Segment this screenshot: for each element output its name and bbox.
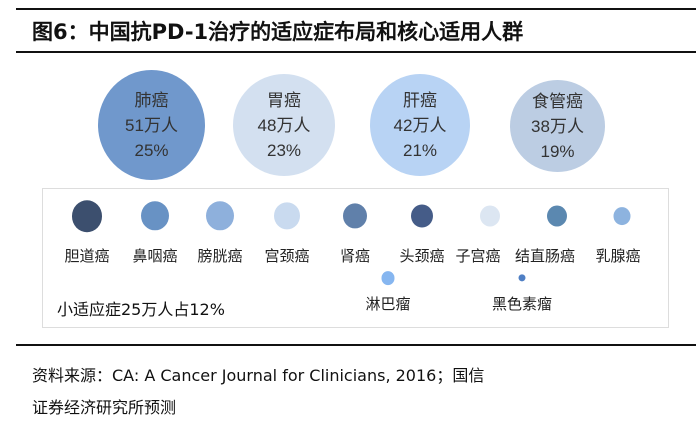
- minor-indication-dot: [547, 205, 567, 227]
- minor-indication-label: 鼻咽癌: [132, 247, 178, 265]
- major-people: 42万人: [393, 115, 447, 135]
- minor-indication-label: 头颈癌: [399, 247, 445, 265]
- major-share: 25%: [134, 140, 169, 160]
- minor-indication-dot: [141, 201, 169, 231]
- minor-indication-dot: [343, 203, 367, 229]
- minor-indication-label: 黑色素瘤: [491, 295, 553, 313]
- major-indication-circle: 胃癌 48万人 23%: [233, 74, 335, 176]
- minor-indication-label: 乳腺癌: [595, 247, 641, 265]
- major-people: 38万人: [531, 116, 584, 136]
- minor-indication-label: 肾癌: [339, 247, 371, 265]
- minor-summary: 小适应症25万人占12%: [57, 300, 225, 319]
- title-rule: [16, 51, 696, 53]
- major-share: 21%: [402, 140, 438, 160]
- major-indication-circle: 食管癌 38万人 19%: [510, 80, 605, 172]
- major-people: 48万人: [257, 115, 311, 135]
- minor-indication-label: 结直肠癌: [514, 247, 576, 265]
- minor-indication-label: 淋巴瘤: [365, 295, 411, 313]
- minor-indication-dot: [206, 201, 234, 231]
- minor-indication-dot: [72, 200, 102, 232]
- minor-indication-dot: [411, 204, 433, 228]
- minor-indications-box: [42, 188, 669, 328]
- major-name: 食管癌: [532, 91, 583, 111]
- minor-indication-dot: [274, 202, 300, 230]
- minor-indication-label: 膀胱癌: [197, 247, 243, 265]
- major-people: 51万人: [125, 115, 178, 135]
- major-indication-circle: 肺癌 51万人 25%: [98, 70, 205, 180]
- minor-indication-label: 宫颈癌: [264, 247, 310, 265]
- figure-title: 图6：中国抗PD-1治疗的适应症布局和核心适用人群: [32, 20, 524, 44]
- major-name: 肺癌: [134, 90, 169, 110]
- major-share: 23%: [266, 140, 302, 160]
- top-rule: [16, 8, 696, 10]
- major-name: 肝癌: [403, 90, 437, 110]
- bottom-rule: [16, 344, 696, 346]
- minor-indication-label: 子宫癌: [455, 247, 501, 265]
- minor-indication-dot: [613, 207, 631, 225]
- major-name: 胃癌: [267, 90, 301, 110]
- minor-indication-dot: [518, 274, 526, 282]
- major-share: 19%: [540, 141, 575, 161]
- minor-indication-dot: [381, 271, 395, 285]
- minor-indication-dot: [480, 205, 500, 227]
- source-line-1: 资料来源：CA: A Cancer Journal for Clinicians…: [32, 366, 485, 385]
- major-indication-circle: 肝癌 42万人 21%: [370, 74, 470, 176]
- minor-indication-label: 胆道癌: [64, 247, 110, 265]
- source-line-2: 证券经济研究所预测: [32, 398, 177, 417]
